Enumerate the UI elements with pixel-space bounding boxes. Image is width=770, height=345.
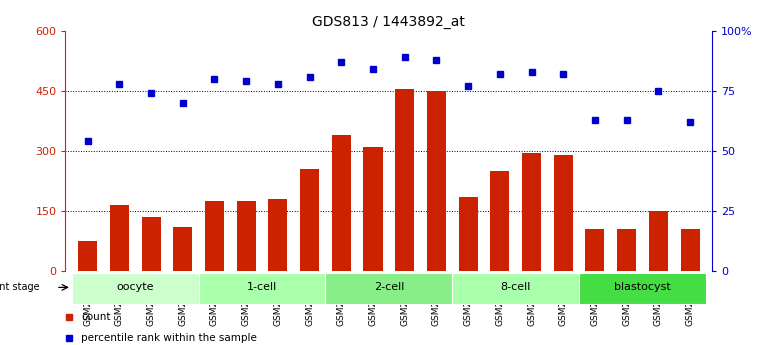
Bar bbox=[205, 201, 224, 271]
Text: oocyte: oocyte bbox=[116, 283, 154, 292]
Bar bbox=[300, 169, 319, 271]
Bar bbox=[110, 205, 129, 271]
Bar bbox=[459, 197, 477, 271]
Text: development stage: development stage bbox=[0, 283, 40, 292]
Bar bbox=[617, 229, 636, 271]
Text: 2-cell: 2-cell bbox=[373, 283, 404, 292]
Bar bbox=[585, 229, 604, 271]
Bar bbox=[649, 211, 668, 271]
Bar bbox=[522, 153, 541, 271]
Bar bbox=[269, 199, 287, 271]
Text: percentile rank within the sample: percentile rank within the sample bbox=[81, 333, 257, 343]
Bar bbox=[363, 147, 383, 271]
Bar bbox=[554, 155, 573, 271]
Bar bbox=[199, 273, 326, 304]
Bar bbox=[72, 273, 199, 304]
Bar bbox=[681, 229, 700, 271]
Bar bbox=[490, 171, 509, 271]
Text: count: count bbox=[81, 312, 110, 322]
Bar bbox=[236, 201, 256, 271]
Text: 8-cell: 8-cell bbox=[500, 283, 531, 292]
Bar bbox=[452, 273, 579, 304]
Bar bbox=[332, 135, 351, 271]
Text: 1-cell: 1-cell bbox=[247, 283, 277, 292]
Bar bbox=[78, 241, 97, 271]
Bar bbox=[173, 227, 192, 271]
Bar bbox=[395, 89, 414, 271]
Bar bbox=[579, 273, 706, 304]
Title: GDS813 / 1443892_at: GDS813 / 1443892_at bbox=[313, 14, 465, 29]
Bar bbox=[142, 217, 161, 271]
Bar bbox=[427, 91, 446, 271]
Bar bbox=[326, 273, 452, 304]
Text: blastocyst: blastocyst bbox=[614, 283, 671, 292]
